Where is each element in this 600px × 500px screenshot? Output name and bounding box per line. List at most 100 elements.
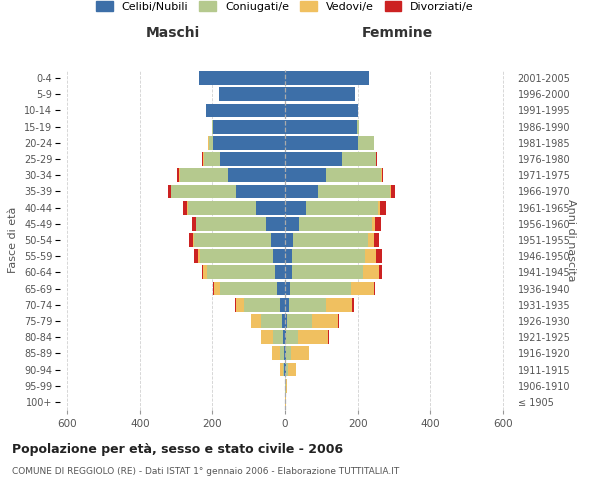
Bar: [256, 200, 285, 214]
Bar: [209, 136, 213, 149]
Bar: [285, 200, 306, 214]
Bar: [172, 184, 236, 198]
Bar: [285, 379, 286, 392]
Bar: [277, 282, 285, 296]
Bar: [272, 346, 280, 360]
Bar: [284, 346, 285, 360]
Bar: [212, 120, 213, 134]
Text: Femmine: Femmine: [362, 26, 433, 40]
Bar: [289, 298, 326, 312]
Bar: [391, 184, 395, 198]
Bar: [285, 136, 358, 149]
Bar: [187, 200, 188, 214]
Bar: [188, 200, 256, 214]
Bar: [293, 233, 368, 247]
Bar: [244, 298, 280, 312]
Bar: [170, 184, 172, 198]
Bar: [194, 233, 271, 247]
Bar: [280, 362, 283, 376]
Bar: [285, 88, 355, 101]
Bar: [358, 136, 374, 149]
Bar: [287, 314, 312, 328]
Bar: [285, 104, 358, 118]
Bar: [368, 233, 374, 247]
Bar: [343, 152, 376, 166]
Bar: [220, 282, 277, 296]
Bar: [285, 120, 357, 134]
Bar: [390, 184, 391, 198]
Bar: [378, 200, 380, 214]
Bar: [285, 282, 290, 296]
Bar: [374, 282, 376, 296]
Bar: [203, 266, 206, 280]
Bar: [382, 168, 383, 182]
Bar: [262, 330, 273, 344]
Bar: [376, 250, 382, 263]
Bar: [202, 266, 203, 280]
Bar: [319, 184, 390, 198]
Bar: [312, 314, 338, 328]
Bar: [285, 362, 286, 376]
Bar: [280, 298, 285, 312]
Text: Popolazione per età, sesso e stato civile - 2006: Popolazione per età, sesso e stato civil…: [12, 442, 343, 456]
Bar: [326, 298, 352, 312]
Bar: [275, 266, 285, 280]
Bar: [260, 330, 262, 344]
Bar: [364, 266, 379, 280]
Bar: [236, 184, 285, 198]
Bar: [204, 152, 220, 166]
Bar: [206, 104, 285, 118]
Bar: [251, 314, 261, 328]
Bar: [376, 152, 377, 166]
Bar: [282, 314, 285, 328]
Bar: [220, 152, 285, 166]
Bar: [285, 250, 292, 263]
Bar: [179, 168, 180, 182]
Bar: [182, 200, 187, 214]
Bar: [338, 314, 339, 328]
Bar: [352, 298, 353, 312]
Bar: [200, 250, 274, 263]
Bar: [376, 217, 381, 230]
Bar: [280, 346, 284, 360]
Text: COMUNE DI REGGIOLO (RE) - Dati ISTAT 1° gennaio 2006 - Elaborazione TUTTITALIA.I: COMUNE DI REGGIOLO (RE) - Dati ISTAT 1° …: [12, 468, 399, 476]
Bar: [208, 136, 209, 149]
Bar: [213, 120, 285, 134]
Bar: [284, 362, 285, 376]
Bar: [292, 250, 365, 263]
Bar: [236, 298, 244, 312]
Bar: [298, 330, 328, 344]
Bar: [286, 330, 298, 344]
Bar: [357, 120, 359, 134]
Bar: [206, 266, 275, 280]
Bar: [227, 168, 285, 182]
Bar: [299, 217, 372, 230]
Y-axis label: Fasce di età: Fasce di età: [8, 207, 19, 273]
Bar: [202, 152, 203, 166]
Bar: [326, 168, 381, 182]
Bar: [292, 266, 364, 280]
Bar: [285, 217, 299, 230]
Bar: [189, 233, 193, 247]
Bar: [213, 282, 214, 296]
Bar: [372, 217, 376, 230]
Bar: [273, 330, 283, 344]
Bar: [283, 330, 285, 344]
Bar: [196, 217, 266, 230]
Bar: [285, 71, 369, 85]
Bar: [283, 362, 284, 376]
Legend: Celibi/Nubili, Coniugati/e, Vedovi/e, Divorziati/e: Celibi/Nubili, Coniugati/e, Vedovi/e, Di…: [96, 1, 474, 11]
Bar: [381, 168, 382, 182]
Bar: [374, 233, 379, 247]
Bar: [328, 330, 329, 344]
Bar: [214, 282, 220, 296]
Bar: [365, 250, 376, 263]
Bar: [286, 346, 291, 360]
Bar: [285, 314, 287, 328]
Bar: [203, 152, 204, 166]
Bar: [351, 282, 374, 296]
Bar: [193, 233, 194, 247]
Bar: [285, 346, 286, 360]
Bar: [285, 395, 286, 409]
Bar: [285, 168, 326, 182]
